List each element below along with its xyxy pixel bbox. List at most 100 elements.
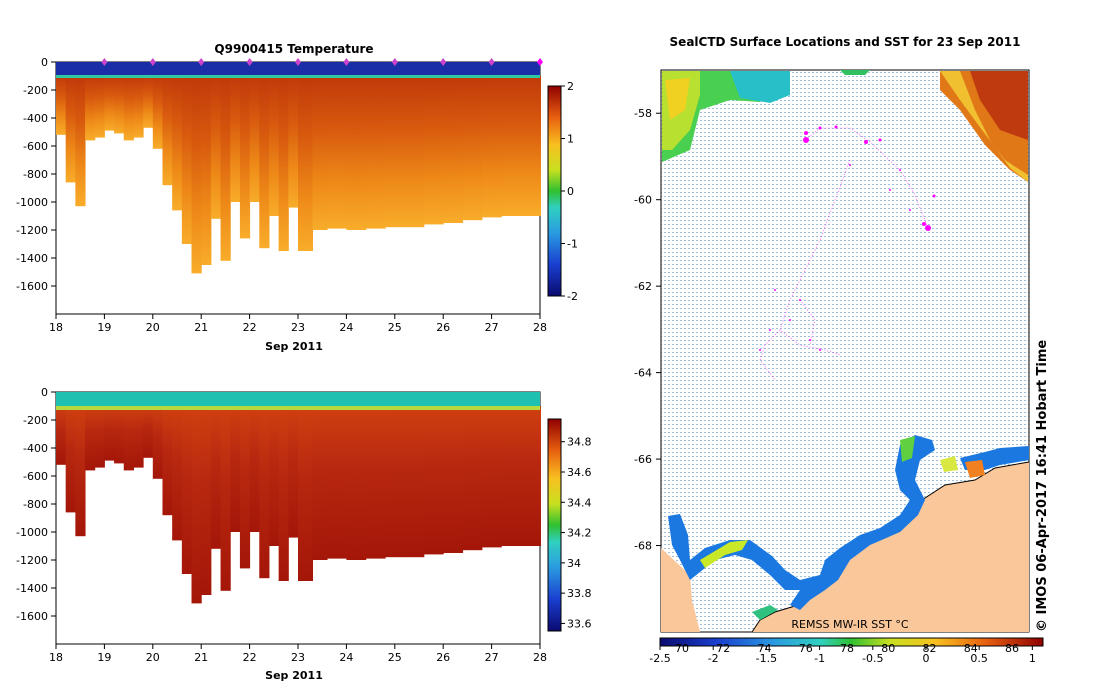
profile-column: [181, 76, 193, 244]
sst-colorbar-label: -2: [708, 652, 719, 665]
seal-location: [922, 222, 926, 226]
profile-column: [75, 76, 86, 207]
sst-colorbar-lon-label: 78: [840, 642, 854, 655]
temperature-colorbar: [547, 85, 562, 297]
profile-column: [520, 406, 541, 546]
x-tick-label: 18: [49, 651, 63, 664]
temperature-xlabel: Sep 2011: [265, 340, 323, 353]
profile-column: [239, 76, 251, 239]
profile-column: [172, 406, 183, 541]
profile-column: [288, 406, 299, 538]
x-tick-label: 27: [485, 321, 499, 334]
profile-column: [268, 76, 280, 216]
profile-column: [133, 76, 144, 138]
x-tick-label: 21: [194, 321, 208, 334]
seal-location: [774, 289, 776, 291]
profile-column: [540, 406, 541, 546]
profile-column: [152, 76, 163, 149]
profile-column: [385, 76, 405, 228]
y-tick-label: 0: [41, 56, 48, 69]
salinity-colorbar: [547, 418, 562, 632]
x-tick-label: 24: [339, 321, 353, 334]
profile-column: [278, 76, 289, 251]
profile-column: [312, 76, 328, 230]
profile-column: [162, 76, 173, 186]
profile-column: [220, 76, 231, 261]
profile-column: [423, 406, 444, 555]
y-tick-label: -200: [23, 414, 48, 427]
profile-column: [65, 406, 76, 513]
profile-column: [481, 406, 502, 548]
profile-column: [85, 76, 96, 141]
profile-column: [520, 76, 541, 216]
y-tick-label: -1200: [16, 554, 48, 567]
profile-column: [230, 406, 241, 532]
sst-colorbar-label: 1: [1029, 652, 1036, 665]
colorbar-label: 34.6: [567, 466, 592, 479]
profile-column: [481, 76, 502, 218]
sst-colorbar-lon-label: 82: [923, 642, 937, 655]
coastal-sst-green-spot: [900, 436, 915, 462]
profile-column: [365, 406, 386, 559]
surface-marker: [149, 58, 156, 66]
lat-tick-label: -58: [634, 107, 652, 120]
surface-marker: [488, 58, 495, 66]
profile-column: [94, 406, 105, 468]
sst-patch-northeast-core: [970, 71, 1028, 140]
seal-track: [759, 127, 929, 381]
profile-column: [114, 406, 125, 464]
coastal-sst-southwest: [752, 605, 778, 620]
colorbar-label: 0: [567, 185, 574, 198]
y-tick-label: -800: [23, 168, 48, 181]
profile-column: [327, 406, 347, 559]
profile-column: [143, 76, 154, 128]
x-tick-label: 24: [339, 651, 353, 664]
temperature-thermocline-band: [56, 75, 540, 78]
seal-location: [759, 349, 761, 351]
profile-column: [191, 406, 202, 604]
x-tick-label: 28: [533, 321, 547, 334]
surface-marker: [343, 58, 350, 66]
surface-marker: [440, 58, 447, 66]
seal-location: [819, 349, 821, 351]
sst-colorbar-lon-label: 70: [675, 642, 689, 655]
profile-column: [365, 76, 386, 229]
colorbar-label: 34.2: [567, 527, 592, 540]
y-tick-label: -400: [23, 442, 48, 455]
profile-column: [162, 406, 173, 516]
y-tick-label: -1000: [16, 526, 48, 539]
temperature-title: Q9900415 Temperature: [214, 42, 373, 56]
colorbar-label: 2: [567, 80, 574, 93]
profile-column: [259, 406, 270, 579]
profile-column: [56, 406, 67, 465]
profile-column: [201, 406, 212, 595]
y-tick-label: 0: [41, 386, 48, 399]
colorbar-label: 34.4: [567, 496, 592, 509]
profile-column: [230, 76, 241, 202]
sst-colorbar: [659, 637, 1044, 647]
x-tick-label: 27: [485, 651, 499, 664]
y-tick-label: -1400: [16, 582, 48, 595]
lat-tick-label: -68: [634, 540, 652, 553]
y-tick-label: -600: [23, 470, 48, 483]
temperature-panel: Q9900415 Temperature 0 -200 -400 -600 -800 -1…: [16, 42, 578, 353]
sst-map-panel: SealCTD Surface Locations and SST for 23…: [634, 35, 1050, 665]
profile-column: [191, 76, 202, 274]
y-tick-label: -1600: [16, 610, 48, 623]
profile-column: [462, 76, 483, 221]
x-tick-label: 19: [97, 651, 111, 664]
profile-column: [404, 406, 425, 558]
colorbar-label: 1: [567, 133, 574, 146]
seal-location: [849, 164, 851, 166]
profile-column: [385, 406, 405, 558]
sst-patch-northwest-cool: [730, 71, 790, 103]
salinity-surface-band: [56, 392, 540, 406]
profile-column: [94, 76, 105, 138]
x-tick-label: 26: [436, 321, 450, 334]
profile-column: [249, 406, 260, 532]
seal-location: [809, 339, 811, 341]
profile-column: [133, 406, 144, 468]
profile-column: [443, 76, 464, 223]
lat-tick-label: -66: [634, 453, 652, 466]
profile-column: [288, 76, 299, 208]
